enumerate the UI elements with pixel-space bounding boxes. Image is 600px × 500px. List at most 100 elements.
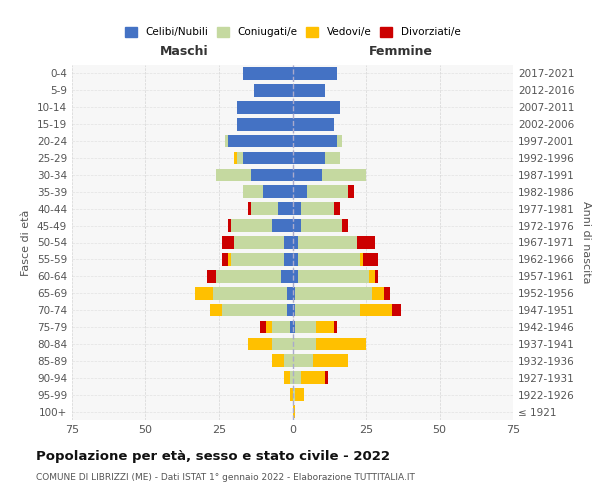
Bar	[298, 236, 357, 249]
Bar	[284, 372, 290, 384]
Bar	[295, 287, 372, 300]
Bar	[293, 118, 334, 130]
Bar	[228, 220, 231, 232]
Bar	[307, 186, 349, 198]
Bar	[375, 270, 378, 282]
Bar	[293, 152, 325, 164]
Bar	[316, 320, 334, 334]
Bar	[293, 338, 316, 350]
Bar	[325, 152, 340, 164]
Bar	[236, 152, 242, 164]
Bar	[272, 320, 290, 334]
Bar	[313, 354, 349, 367]
Legend: Celibi/Nubili, Coniugati/e, Vedovi/e, Divorziati/e: Celibi/Nubili, Coniugati/e, Vedovi/e, Di…	[122, 24, 463, 40]
Bar	[287, 287, 293, 300]
Y-axis label: Fasce di età: Fasce di età	[22, 210, 31, 276]
Bar	[263, 186, 293, 198]
Bar	[272, 338, 293, 350]
Bar	[343, 220, 349, 232]
Bar	[225, 134, 228, 147]
Bar	[334, 202, 340, 215]
Bar	[301, 372, 325, 384]
Bar	[383, 287, 389, 300]
Bar	[290, 388, 293, 401]
Bar	[363, 253, 378, 266]
Bar	[298, 270, 369, 282]
Text: Popolazione per età, sesso e stato civile - 2022: Popolazione per età, sesso e stato civil…	[36, 450, 390, 463]
Bar	[337, 134, 343, 147]
Bar	[372, 287, 383, 300]
Bar	[231, 253, 284, 266]
Bar	[301, 220, 343, 232]
Bar	[360, 253, 363, 266]
Bar	[248, 338, 272, 350]
Bar	[293, 388, 295, 401]
Bar	[242, 152, 293, 164]
Bar	[260, 320, 266, 334]
Bar	[196, 287, 213, 300]
Bar	[222, 236, 234, 249]
Bar	[290, 320, 293, 334]
Bar	[248, 202, 251, 215]
Text: Femmine: Femmine	[369, 45, 433, 58]
Bar	[293, 287, 295, 300]
Bar	[222, 253, 228, 266]
Bar	[251, 168, 293, 181]
Bar	[293, 354, 313, 367]
Bar	[293, 220, 301, 232]
Bar	[254, 84, 293, 96]
Bar	[281, 270, 293, 282]
Bar	[295, 320, 316, 334]
Bar	[293, 101, 340, 114]
Bar	[272, 354, 284, 367]
Bar	[293, 186, 307, 198]
Bar	[284, 354, 293, 367]
Bar	[293, 236, 298, 249]
Bar	[293, 405, 295, 418]
Bar	[301, 202, 334, 215]
Bar	[293, 202, 301, 215]
Bar	[290, 372, 293, 384]
Bar	[357, 236, 375, 249]
Bar	[231, 220, 272, 232]
Bar	[349, 186, 354, 198]
Bar	[293, 320, 295, 334]
Bar	[293, 270, 298, 282]
Bar	[293, 67, 337, 80]
Text: Maschi: Maschi	[160, 45, 208, 58]
Bar	[210, 304, 222, 316]
Bar	[293, 134, 337, 147]
Text: COMUNE DI LIBRIZZI (ME) - Dati ISTAT 1° gennaio 2022 - Elaborazione TUTTITALIA.I: COMUNE DI LIBRIZZI (ME) - Dati ISTAT 1° …	[36, 472, 415, 482]
Bar	[242, 186, 263, 198]
Bar	[298, 253, 360, 266]
Bar	[251, 202, 278, 215]
Bar	[234, 152, 236, 164]
Bar	[222, 304, 287, 316]
Bar	[293, 304, 295, 316]
Bar	[213, 287, 287, 300]
Bar	[322, 168, 366, 181]
Bar	[316, 338, 366, 350]
Bar	[242, 67, 293, 80]
Bar	[216, 168, 251, 181]
Bar	[272, 220, 293, 232]
Bar	[295, 304, 360, 316]
Y-axis label: Anni di nascita: Anni di nascita	[581, 201, 591, 284]
Bar	[293, 372, 301, 384]
Bar	[228, 134, 293, 147]
Bar	[236, 101, 293, 114]
Bar	[234, 236, 284, 249]
Bar	[293, 253, 298, 266]
Bar	[369, 270, 375, 282]
Bar	[266, 320, 272, 334]
Bar	[284, 253, 293, 266]
Bar	[228, 253, 231, 266]
Bar	[284, 236, 293, 249]
Bar	[293, 168, 322, 181]
Bar	[325, 372, 328, 384]
Bar	[216, 270, 281, 282]
Bar	[236, 118, 293, 130]
Bar	[207, 270, 216, 282]
Bar	[360, 304, 392, 316]
Bar	[295, 388, 304, 401]
